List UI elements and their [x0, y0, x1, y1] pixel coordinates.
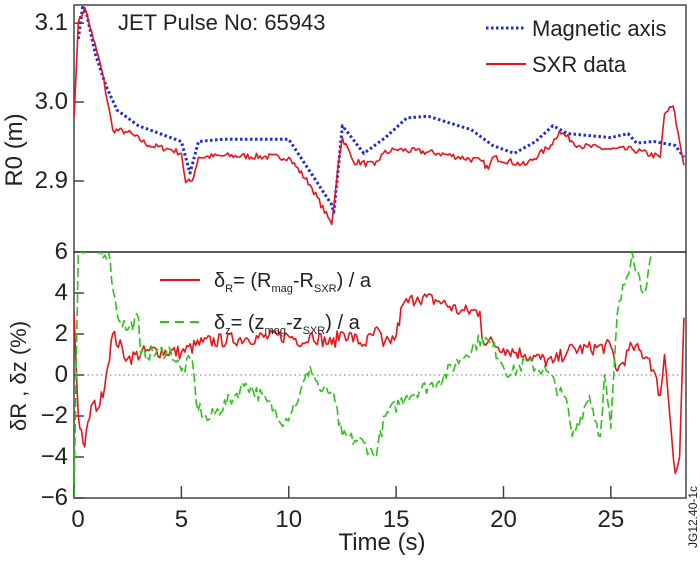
legend-label-sxr-data: SXR data	[532, 52, 627, 77]
y-tick-label: 0	[55, 361, 68, 388]
legend-label-magnetic-axis: Magnetic axis	[532, 16, 667, 41]
x-tick-label: 15	[383, 506, 410, 533]
legend-label-delta-r: δR= (Rmag-RSXR) / a	[214, 270, 372, 295]
y-tick-label: 4	[55, 279, 68, 306]
y-tick-label: 3.1	[35, 9, 68, 36]
y-tick-label: 2.9	[35, 167, 68, 194]
top-annotation: JET Pulse No: 65943	[118, 10, 326, 35]
plot-frame	[73, 4, 687, 253]
y-tick-label: 6	[55, 238, 68, 265]
bottom-y-axis-label: δR , δz (%)	[6, 321, 31, 431]
y-tick-label: −4	[41, 443, 68, 470]
legend-label-delta-z: δz= (zmag-zSXR) / a	[214, 312, 361, 337]
y-tick-label: 3.0	[35, 88, 68, 115]
figure-id: JG12.40-1c	[686, 486, 700, 548]
top-panel: 2.9 3.0 3.1	[35, 4, 687, 253]
top-legend: Magnetic axis SXR data	[486, 16, 667, 77]
x-tick-label: 0	[71, 506, 84, 533]
top-y-axis-label: R0 (m)	[1, 113, 28, 186]
y-tick-label: −2	[41, 402, 68, 429]
x-tick-label: 20	[490, 506, 517, 533]
series-line-magnetic-axis	[76, 5, 686, 214]
x-tick-label: 5	[175, 506, 188, 533]
x-tick-label: 10	[275, 506, 302, 533]
bottom-panel: −6 −4 −2 0 2 4 6 0 5 10 15 20 25	[41, 238, 687, 533]
y-tick-label: 2	[55, 320, 68, 347]
series-line-sxr-data	[74, 6, 685, 226]
y-tick-label: −6	[41, 484, 68, 511]
x-tick-label: 25	[597, 506, 624, 533]
series-line-delta-z	[74, 252, 655, 498]
bottom-legend: δR= (Rmag-RSXR) / a δz= (zmag-zSXR) / a	[160, 270, 372, 337]
x-axis-label: Time (s)	[338, 529, 425, 556]
series-line-delta-r	[74, 293, 685, 475]
